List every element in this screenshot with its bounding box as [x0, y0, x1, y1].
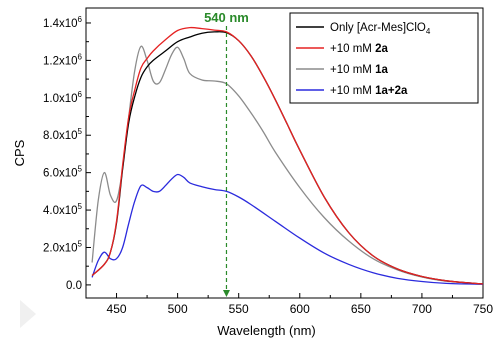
x-axis-label: Wavelength (nm) — [217, 323, 316, 338]
legend-label-1: +10 mM 2a — [330, 43, 388, 55]
x-tick-label: 550 — [229, 302, 249, 316]
x-tick-label: 750 — [473, 302, 493, 316]
page-decoration-shape — [20, 300, 36, 328]
legend-label-0: Only [Acr-Mes]ClO4 — [330, 22, 431, 36]
x-tick-label: 700 — [412, 302, 432, 316]
x-tick-label: 450 — [107, 302, 127, 316]
x-tick-label: 600 — [290, 302, 310, 316]
y-tick-label: 8.0x105 — [43, 127, 83, 142]
legend-label-3: +10 mM 1a+2a — [330, 85, 408, 97]
y-tick-label: 1.2x106 — [43, 52, 83, 67]
y-tick-label: 4.0x105 — [43, 202, 83, 217]
x-tick-label: 500 — [168, 302, 188, 316]
y-tick-label: 6.0x105 — [43, 165, 83, 180]
y-tick-label: 1.4x106 — [43, 15, 83, 30]
legend-label-2: +10 mM 1a — [330, 64, 388, 76]
series-line-1 — [91, 26, 483, 285]
y-tick-label: 1.0x106 — [43, 90, 83, 105]
annotation-arrowhead — [222, 290, 230, 297]
y-tick-label: 2.0x105 — [43, 239, 83, 254]
x-tick-label: 650 — [351, 302, 371, 316]
series-group — [91, 26, 483, 285]
legend-box — [289, 12, 479, 104]
plot-frame — [85, 7, 484, 299]
annotation-label: 540 nm — [204, 10, 249, 25]
y-tick-label: 0.0 — [66, 280, 82, 292]
series-line-3 — [91, 173, 483, 285]
y-axis-label: CPS — [12, 139, 27, 166]
